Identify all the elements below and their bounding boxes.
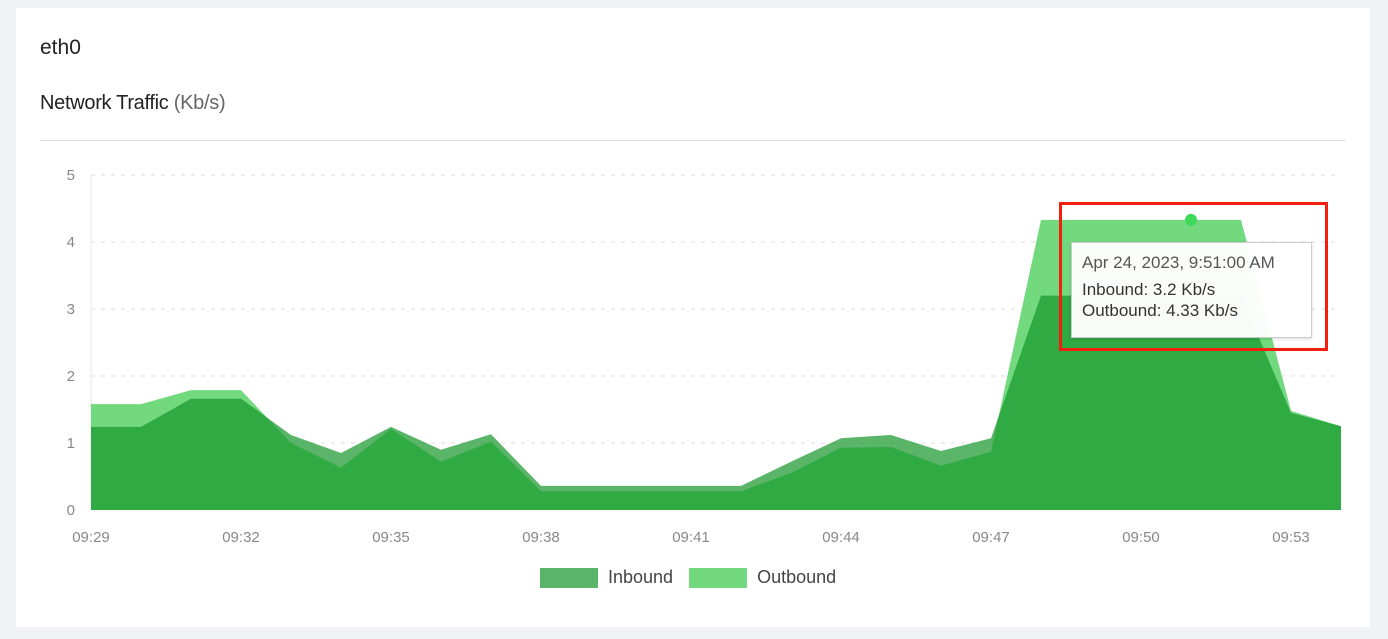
x-tick-label: 09:35	[372, 529, 410, 546]
y-tick-label: 4	[67, 234, 75, 251]
x-tick-label: 09:41	[672, 529, 710, 546]
interface-title: eth0	[40, 36, 81, 59]
legend-item-outbound[interactable]: Outbound	[689, 567, 836, 588]
x-tick-label: 09:29	[72, 529, 110, 546]
legend-label-inbound: Inbound	[608, 567, 674, 587]
y-tick-label: 5	[67, 167, 75, 184]
area-inbound	[91, 295, 1341, 510]
chart-tooltip: Apr 24, 2023, 9:51:00 AM Inbound: 3.2 Kb…	[1071, 242, 1312, 338]
x-tick-label: 09:47	[972, 529, 1010, 546]
chart-unit: (Kb/s)	[173, 92, 226, 114]
highlight-box	[1059, 202, 1328, 351]
legend-item-inbound[interactable]: Inbound	[540, 567, 673, 588]
x-tick-label: 09:32	[222, 529, 260, 546]
tooltip-inbound: Inbound: 3.2 Kb/s	[1082, 280, 1216, 299]
x-tick-label: 09:50	[1122, 529, 1160, 546]
chart-legend: Inbound Outbound	[540, 567, 852, 588]
tooltip-date: Apr 24, 2023, 9:51:00 AM	[1082, 253, 1275, 272]
x-tick-label: 09:53	[1272, 529, 1310, 546]
legend-swatch-outbound	[689, 567, 748, 588]
tooltip-outbound: Outbound: 4.33 Kb/s	[1082, 301, 1238, 320]
chart-title: Network Traffic (Kb/s)	[40, 92, 226, 115]
y-tick-label: 2	[67, 368, 75, 385]
x-tick-label: 09:44	[822, 529, 860, 546]
divider	[40, 140, 1346, 141]
y-tick-label: 3	[67, 301, 75, 318]
y-tick-label: 1	[67, 435, 75, 452]
legend-label-outbound: Outbound	[757, 567, 837, 587]
y-tick-label: 0	[67, 502, 75, 519]
legend-swatch-inbound	[540, 567, 598, 588]
chart-title-text: Network Traffic	[40, 92, 169, 114]
x-tick-label: 09:38	[522, 529, 560, 546]
highlight-point	[1185, 213, 1197, 226]
